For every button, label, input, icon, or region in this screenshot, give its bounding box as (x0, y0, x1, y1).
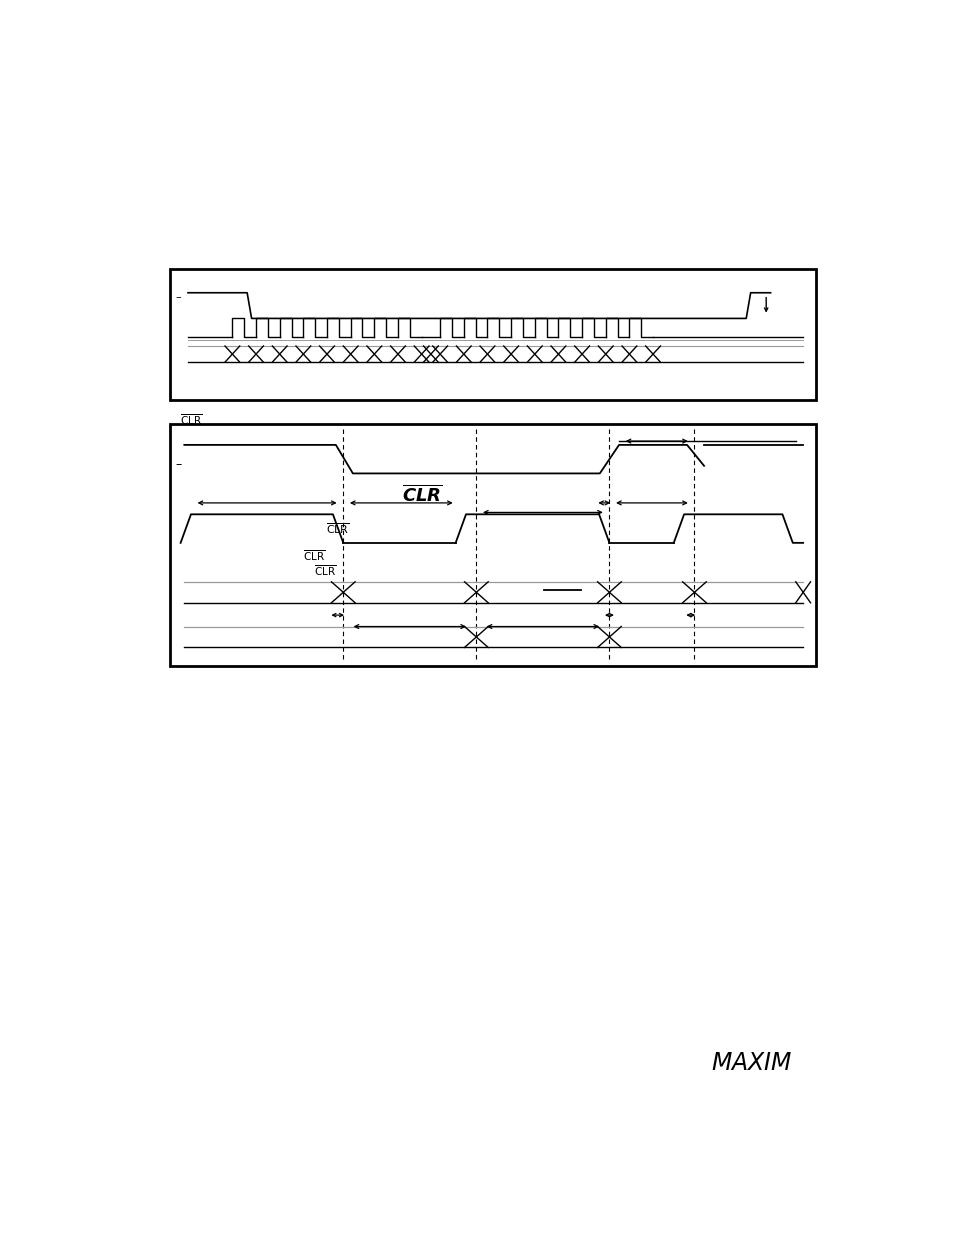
Text: $\mathit{MAXIM}$: $\mathit{MAXIM}$ (710, 1051, 791, 1074)
Text: $\overline{\mathrm{CLR}}$: $\overline{\mathrm{CLR}}$ (180, 411, 202, 426)
Text: $\overline{\mathrm{CLR}}$: $\overline{\mathrm{CLR}}$ (325, 521, 349, 536)
Text: –: – (175, 458, 181, 472)
Text: –: – (175, 293, 181, 303)
Bar (170, 269, 816, 400)
Bar (170, 424, 816, 667)
Text: $\overline{\mathrm{CLR}}$: $\overline{\mathrm{CLR}}$ (302, 548, 324, 563)
Text: $\overline{\mathrm{CLR}}$: $\overline{\mathrm{CLR}}$ (314, 563, 335, 578)
Text: $\overline{\boldsymbol{CLR}}$: $\overline{\boldsymbol{CLR}}$ (402, 485, 442, 505)
